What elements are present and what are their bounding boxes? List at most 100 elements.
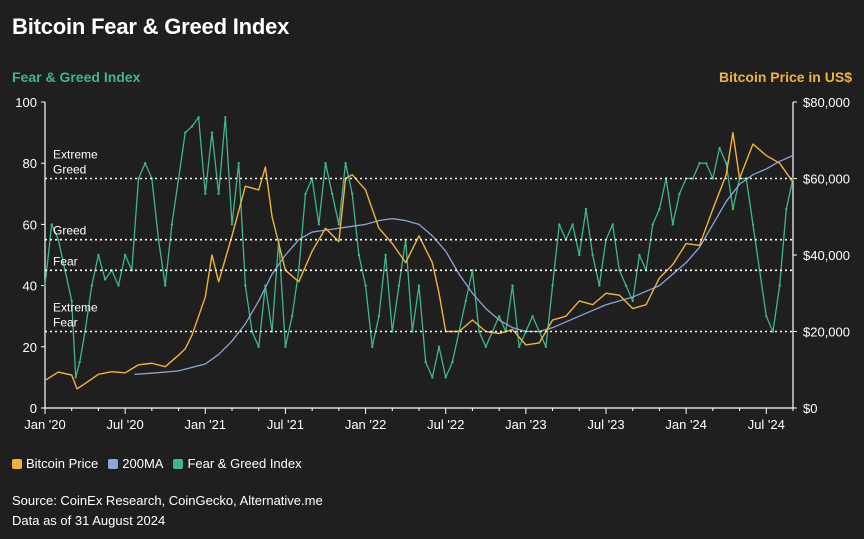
x-tick-label: Jul '24 (748, 417, 785, 432)
threshold-label: Greed (53, 163, 86, 177)
fng-point (204, 192, 207, 195)
fng-point (123, 253, 127, 257)
fng-point (197, 116, 200, 119)
fng-point (424, 360, 427, 364)
left-tick-label: 20 (23, 340, 37, 355)
fng-point (344, 162, 347, 165)
fng-point (558, 223, 561, 226)
fng-point (517, 345, 521, 348)
fng-point (464, 299, 467, 303)
fng-point (711, 177, 715, 180)
fng-point (244, 284, 247, 287)
fng-point (90, 284, 93, 287)
fng-point (43, 284, 47, 287)
fng-point (671, 223, 674, 226)
legend-swatch-200ma (108, 458, 119, 469)
fng-point (497, 315, 501, 318)
fng-point (50, 223, 53, 226)
fng-point (317, 223, 321, 226)
x-tick-label: Jul '20 (107, 417, 144, 432)
fng-point (598, 284, 601, 287)
fng-point (651, 223, 654, 226)
x-tick-label: Jul '23 (587, 417, 624, 432)
legend-item-fng: Fear & Greed Index (173, 456, 302, 471)
fng-point (97, 253, 100, 257)
fng-point (257, 345, 260, 348)
left-tick-label: 100 (15, 95, 37, 110)
fng-point (771, 330, 775, 333)
fng-point (658, 207, 661, 211)
fng-point (330, 192, 334, 195)
fng-series-line (44, 116, 794, 379)
x-tick-label: Jan '23 (505, 417, 547, 432)
fng-point (74, 376, 77, 379)
x-tick-label: Jan '24 (665, 417, 707, 432)
left-tick-label: 40 (23, 279, 37, 294)
fng-point (357, 253, 361, 257)
fng-point (437, 345, 441, 348)
legend: Bitcoin Price 200MA Fear & Greed Index (12, 456, 312, 471)
fng-point (551, 284, 554, 287)
fng-point (397, 284, 401, 287)
fng-point (224, 116, 227, 119)
fng-point (718, 146, 721, 150)
fng-point (511, 284, 514, 287)
fng-point (484, 345, 487, 348)
fng-point (324, 162, 327, 165)
fng-point (791, 177, 795, 180)
left-axis-title: Fear & Greed Index (12, 69, 141, 85)
fng-point (164, 284, 167, 287)
fng-point (704, 162, 708, 165)
fng-point (117, 284, 120, 287)
fng-point (103, 278, 107, 281)
fng-point (304, 192, 307, 195)
fng-point (417, 284, 421, 287)
fng-point (297, 269, 300, 272)
fng-point (230, 223, 234, 226)
fng-point (725, 162, 728, 165)
legend-swatch-fng (173, 458, 184, 469)
x-tick-label: Jul '21 (267, 417, 304, 432)
fng-point (731, 207, 735, 211)
fng-point (444, 376, 447, 379)
fng-point (678, 192, 681, 195)
legend-item-price: Bitcoin Price (12, 456, 98, 471)
fng-point (190, 125, 194, 128)
threshold-label: Extreme (53, 148, 98, 162)
fng-point (584, 207, 588, 211)
threshold-label: Greed (53, 224, 86, 238)
source-block: Source: CoinEx Research, CoinGecko, Alte… (12, 491, 323, 531)
fng-point (624, 284, 628, 287)
fng-point (284, 345, 287, 348)
legend-label-fng: Fear & Greed Index (187, 456, 302, 471)
fng-point (631, 299, 634, 303)
ma-series-line (134, 154, 794, 375)
fng-point (70, 299, 73, 303)
fng-point (451, 360, 454, 364)
fng-point (751, 223, 755, 226)
fng-point (611, 223, 614, 226)
fng-point (638, 253, 641, 257)
fng-point (170, 223, 174, 226)
fng-point (531, 315, 534, 318)
fng-point (431, 376, 434, 379)
fng-point (578, 253, 581, 257)
fng-point (351, 192, 354, 195)
legend-item-200ma: 200MA (108, 456, 163, 471)
fng-point (618, 269, 621, 272)
threshold-label: Fear (53, 254, 78, 268)
fng-point (57, 238, 60, 241)
legend-label-price: Bitcoin Price (26, 456, 99, 471)
fng-point (217, 192, 220, 195)
right-tick-label: $40,000 (803, 248, 850, 263)
fng-point (210, 131, 214, 134)
x-tick-label: Jan '20 (24, 417, 66, 432)
threshold-label: Fear (53, 316, 78, 330)
fng-point (691, 177, 695, 180)
threshold-label: Extreme (53, 301, 98, 315)
x-tick-label: Jul '22 (427, 417, 464, 432)
fng-point (184, 131, 187, 134)
fng-point (177, 177, 180, 180)
chart-title: Bitcoin Fear & Greed Index (12, 14, 290, 39)
